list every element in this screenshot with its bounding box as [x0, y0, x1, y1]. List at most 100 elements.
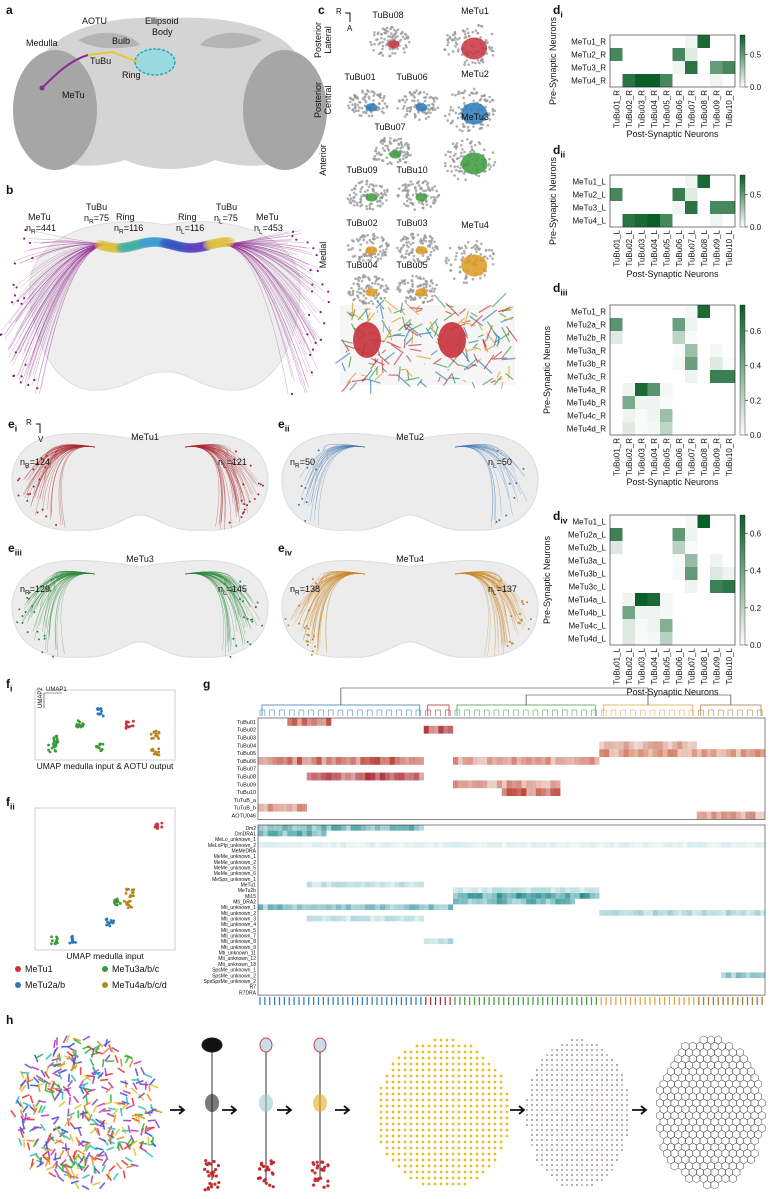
column-center — [458, 1105, 461, 1108]
cluster-heat-cell — [321, 773, 326, 781]
heatmap-cell — [685, 74, 698, 87]
neuron-soma — [312, 578, 314, 580]
tubu-projection-dot — [407, 241, 410, 244]
column-fiber — [51, 1088, 59, 1089]
tubu-projection-dot — [361, 280, 364, 283]
neuron-soma — [301, 498, 303, 500]
synapse — [260, 1162, 263, 1165]
column-fiber — [79, 1081, 83, 1088]
column-center — [488, 1129, 491, 1132]
column-center — [470, 1165, 473, 1168]
neuron-soma — [44, 638, 46, 640]
panel-letter-sub: iii — [560, 288, 567, 298]
heatmap-cell — [635, 554, 648, 567]
column-center — [386, 1111, 389, 1114]
heatmap-cell — [698, 422, 711, 435]
cluster-heat-cell — [317, 916, 322, 922]
tubu-projection-dot — [373, 31, 376, 34]
metu-projection-dot — [484, 170, 487, 173]
column-fiber — [75, 1182, 79, 1189]
metu-projection-dot — [472, 278, 475, 281]
tubu-projection-dot — [412, 298, 415, 301]
cluster-heat-cell — [424, 842, 429, 848]
cluster-heat-cell — [336, 916, 341, 922]
tubu-projection-dot — [381, 48, 384, 51]
heatmap-cell — [685, 188, 698, 201]
neuron-soma — [21, 615, 23, 617]
cluster-heat-cell — [351, 904, 356, 910]
cluster-heat-cell — [521, 788, 526, 796]
synapse — [207, 1174, 210, 1177]
heatmap-cell — [673, 422, 686, 435]
region-label: AOTU — [82, 16, 107, 26]
tubu-projection-dot — [399, 251, 402, 254]
cluster-heat-cell — [492, 899, 497, 905]
tubu-projection-dot — [383, 102, 386, 105]
column-center — [416, 1135, 419, 1138]
cluster-heat-cell — [463, 887, 468, 893]
dendrogram-leaf — [523, 710, 528, 716]
colorbar-tick-label: 0.0 — [750, 641, 762, 650]
cluster-heat-cell — [750, 812, 755, 820]
column-center — [386, 1105, 389, 1108]
column-fiber — [100, 1183, 105, 1189]
column-center — [404, 1117, 407, 1120]
column-center — [440, 1105, 443, 1108]
column-point — [546, 1059, 548, 1061]
cluster-heat-cell — [307, 904, 312, 910]
column-center — [440, 1141, 443, 1144]
tubu-projection-dot — [381, 254, 384, 257]
tubu-projection-dot — [382, 249, 385, 252]
cluster-heat-cell — [477, 893, 482, 899]
column-center — [470, 1147, 473, 1150]
column-center — [410, 1147, 413, 1150]
synapse — [203, 1168, 206, 1171]
cluster-heat-cell — [473, 887, 478, 893]
dendrogram-leaf — [397, 710, 402, 716]
region-label: Bulb — [112, 36, 130, 46]
column-center — [494, 1081, 497, 1084]
column-center — [440, 1147, 443, 1150]
heatmap-cell — [660, 35, 673, 48]
column-point — [561, 1044, 563, 1046]
cluster-heat-cell — [341, 916, 346, 922]
cluster-heat-cell — [629, 741, 634, 749]
column-fiber — [125, 1157, 132, 1161]
cluster-heat-cell — [375, 825, 380, 831]
metu-projection-dot — [449, 155, 452, 158]
tubu-projection-dot — [378, 158, 381, 161]
neuron-soma — [251, 618, 253, 620]
cluster-heat-cell — [663, 749, 668, 757]
cluster-heat-cell — [531, 887, 536, 893]
row-label: MeTu4d_L — [568, 635, 607, 644]
colorbar-step — [740, 390, 745, 394]
column-center — [428, 1051, 431, 1054]
tubu-projection-dot — [363, 275, 366, 278]
group-count-rest: =453 — [263, 223, 283, 233]
column-center — [428, 1045, 431, 1048]
tubu-projection-dot — [376, 153, 379, 156]
column-center — [434, 1075, 437, 1078]
metu-soma — [295, 239, 297, 241]
tubu-projection-dot — [363, 290, 366, 293]
tubu-projection-dot — [429, 285, 432, 288]
column-center — [440, 1165, 443, 1168]
dendrogram-leaf — [426, 710, 431, 716]
neuron-soma — [304, 627, 306, 629]
synapse — [209, 1162, 212, 1165]
cluster-heat-cell — [351, 916, 356, 922]
heatmap-cell — [723, 35, 736, 48]
column-center — [446, 1081, 449, 1084]
column-center — [404, 1129, 407, 1132]
heatmap-cell — [623, 214, 636, 227]
heatmap-cell — [635, 396, 648, 409]
synapse — [217, 1181, 220, 1184]
cluster-heat-cell — [326, 773, 331, 781]
heatmap-cell — [635, 344, 648, 357]
metu-projection-dot — [493, 164, 496, 167]
column-center — [392, 1111, 395, 1114]
panel-letter: eii — [278, 417, 289, 434]
synapse — [321, 1161, 324, 1164]
heatmap-cell — [685, 541, 698, 554]
row-label: TuBu02 — [237, 728, 256, 734]
